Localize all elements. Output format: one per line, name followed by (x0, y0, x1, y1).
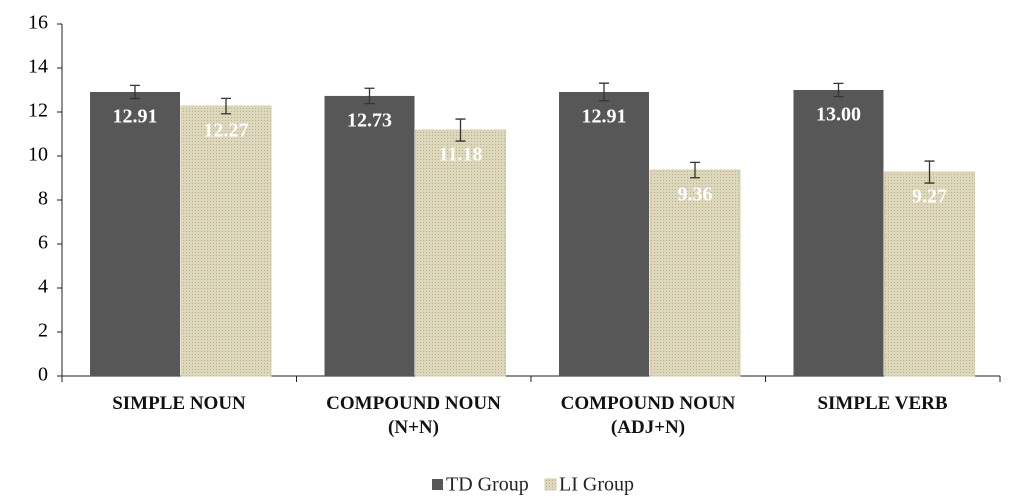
x-tick-label: SIMPLE VERB (817, 393, 948, 414)
data-label: 12.91 (582, 106, 627, 128)
y-tick-label: 16 (28, 12, 48, 34)
bar (884, 171, 975, 377)
data-label: 13.00 (816, 104, 861, 126)
legend-swatch (544, 478, 557, 491)
legend-swatch (432, 479, 443, 490)
bar (559, 91, 649, 376)
error-bar (130, 84, 140, 100)
error-bar (833, 82, 844, 98)
y-tick-label: 14 (28, 56, 48, 78)
bar (324, 95, 415, 376)
x-tick-label: SIMPLE NOUN (112, 393, 246, 414)
y-tick-label: 8 (38, 188, 48, 210)
y-tick-label: 4 (38, 276, 48, 298)
legend-label: TD Group (446, 474, 529, 496)
x-tick-label: COMPOUND NOUN (N+N) (326, 393, 501, 438)
error-bar (364, 87, 375, 105)
y-tick-label: 12 (28, 100, 48, 122)
data-label: 12.27 (204, 120, 249, 142)
bar (793, 90, 884, 376)
bar (180, 105, 272, 377)
error-bar (924, 160, 935, 184)
bar (649, 169, 741, 377)
bar (90, 91, 180, 376)
legend-label: LI Group (559, 474, 634, 496)
y-tick-label: 2 (38, 320, 48, 342)
error-bar (221, 97, 231, 115)
data-label: 9.27 (912, 186, 947, 208)
error-bar (599, 82, 609, 102)
x-tick-label: COMPOUND NOUN (ADJ+N) (560, 393, 736, 438)
data-label: 12.73 (347, 110, 392, 132)
error-bar (455, 118, 466, 142)
y-tick-label: 0 (38, 364, 48, 386)
bar (415, 129, 506, 377)
y-tick-label: 10 (28, 144, 48, 166)
data-label: 12.91 (113, 106, 158, 128)
data-label: 11.18 (439, 144, 483, 166)
y-tick-label: 6 (38, 232, 48, 254)
data-label: 9.36 (678, 184, 713, 206)
error-bar (690, 161, 700, 179)
